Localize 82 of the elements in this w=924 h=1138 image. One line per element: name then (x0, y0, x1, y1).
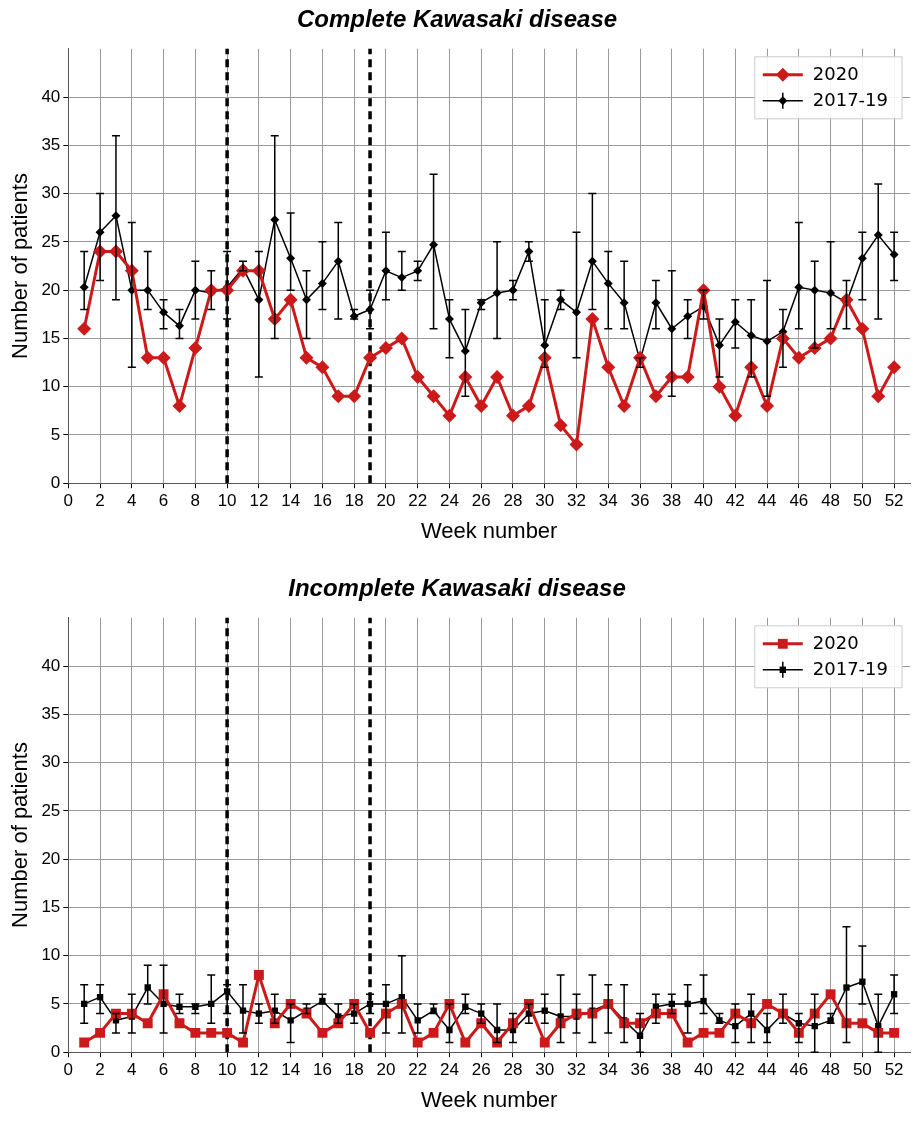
y-tick-label: 35 (41, 704, 61, 724)
x-tick-label: 52 (884, 491, 904, 511)
x-tick-label: 46 (789, 491, 809, 511)
x-tick-label: 26 (471, 491, 491, 511)
chart-title: Complete Kawasaki disease (296, 5, 618, 33)
x-tick-label: 22 (408, 491, 428, 511)
y-tick-label: 40 (41, 86, 61, 106)
x-tick-label: 46 (789, 1060, 809, 1080)
y-axis-title: Number of patients (7, 742, 33, 928)
x-tick-label: 14 (281, 491, 301, 511)
x-tick-label: 44 (757, 491, 777, 511)
y-tick-label: 10 (41, 376, 61, 396)
y-axis-title: Number of patients (7, 173, 33, 359)
x-tick-label: 4 (127, 1060, 137, 1080)
y-tick-label: 5 (50, 424, 61, 444)
x-tick-label: 36 (630, 1060, 650, 1080)
x-tick-label: 30 (535, 491, 555, 511)
x-tick-label: 40 (694, 1060, 714, 1080)
y-tick-label: 20 (41, 848, 61, 868)
x-tick-label: 0 (63, 1060, 74, 1080)
y-tick-label: 10 (41, 945, 61, 965)
x-tick-label: 10 (217, 491, 237, 511)
y-tick-label: 0 (50, 472, 61, 492)
x-tick-label: 38 (662, 1060, 682, 1080)
y-tick-label: 25 (41, 800, 61, 820)
x-tick-label: 50 (852, 1060, 872, 1080)
x-tick-label: 6 (158, 1060, 169, 1080)
legend-label: 2017-19 (812, 89, 889, 111)
y-tick-label: 15 (41, 328, 61, 348)
x-tick-label: 42 (725, 491, 745, 511)
x-axis-title: Week number (420, 1086, 558, 1112)
y-tick-label: 30 (41, 752, 61, 772)
x-tick-label: 24 (439, 1060, 459, 1080)
x-tick-label: 4 (127, 491, 137, 511)
x-tick-label: 52 (884, 1060, 904, 1080)
legend-label: 2020 (812, 63, 859, 85)
x-tick-label: 30 (535, 1060, 555, 1080)
y-tick-label: 35 (41, 135, 61, 155)
x-tick-label: 20 (376, 491, 396, 511)
x-tick-label: 34 (598, 491, 618, 511)
chart-title: Incomplete Kawasaki disease (288, 574, 626, 602)
x-tick-label: 20 (376, 1060, 396, 1080)
legend-label: 2017-19 (812, 658, 889, 680)
y-tick-label: 40 (41, 655, 61, 675)
x-tick-label: 44 (757, 1060, 777, 1080)
x-tick-label: 40 (694, 491, 714, 511)
x-axis-title: Week number (420, 517, 558, 543)
x-tick-label: 26 (471, 1060, 491, 1080)
x-tick-label: 24 (439, 491, 459, 511)
x-tick-label: 8 (190, 1060, 201, 1080)
legend-label: 2020 (812, 632, 859, 654)
x-tick-label: 48 (821, 1060, 841, 1080)
x-tick-label: 18 (344, 491, 364, 511)
x-tick-label: 32 (567, 1060, 586, 1080)
x-tick-label: 14 (281, 1060, 301, 1080)
x-tick-label: 2 (95, 491, 105, 511)
x-tick-label: 28 (503, 491, 523, 511)
x-tick-label: 38 (662, 491, 682, 511)
x-tick-label: 50 (852, 491, 872, 511)
x-tick-label: 12 (249, 1060, 269, 1080)
y-tick-label: 15 (41, 897, 61, 917)
x-tick-label: 0 (63, 491, 74, 511)
x-tick-label: 2 (95, 1060, 105, 1080)
x-tick-label: 12 (249, 491, 269, 511)
y-tick-label: 0 (50, 1041, 61, 1061)
x-tick-label: 18 (344, 1060, 364, 1080)
x-tick-label: 48 (821, 491, 841, 511)
x-tick-label: 32 (567, 491, 586, 511)
x-tick-label: 42 (725, 1060, 745, 1080)
y-tick-label: 25 (41, 231, 61, 251)
y-tick-label: 5 (50, 993, 61, 1013)
x-tick-label: 28 (503, 1060, 523, 1080)
y-tick-label: 20 (41, 279, 61, 299)
x-tick-label: 10 (217, 1060, 237, 1080)
x-tick-label: 16 (312, 1060, 332, 1080)
x-tick-label: 22 (408, 1060, 428, 1080)
y-tick-label: 30 (41, 183, 61, 203)
x-tick-label: 36 (630, 491, 650, 511)
x-tick-label: 8 (190, 491, 201, 511)
x-tick-label: 34 (598, 1060, 618, 1080)
x-tick-label: 6 (158, 491, 169, 511)
x-tick-label: 16 (312, 491, 332, 511)
